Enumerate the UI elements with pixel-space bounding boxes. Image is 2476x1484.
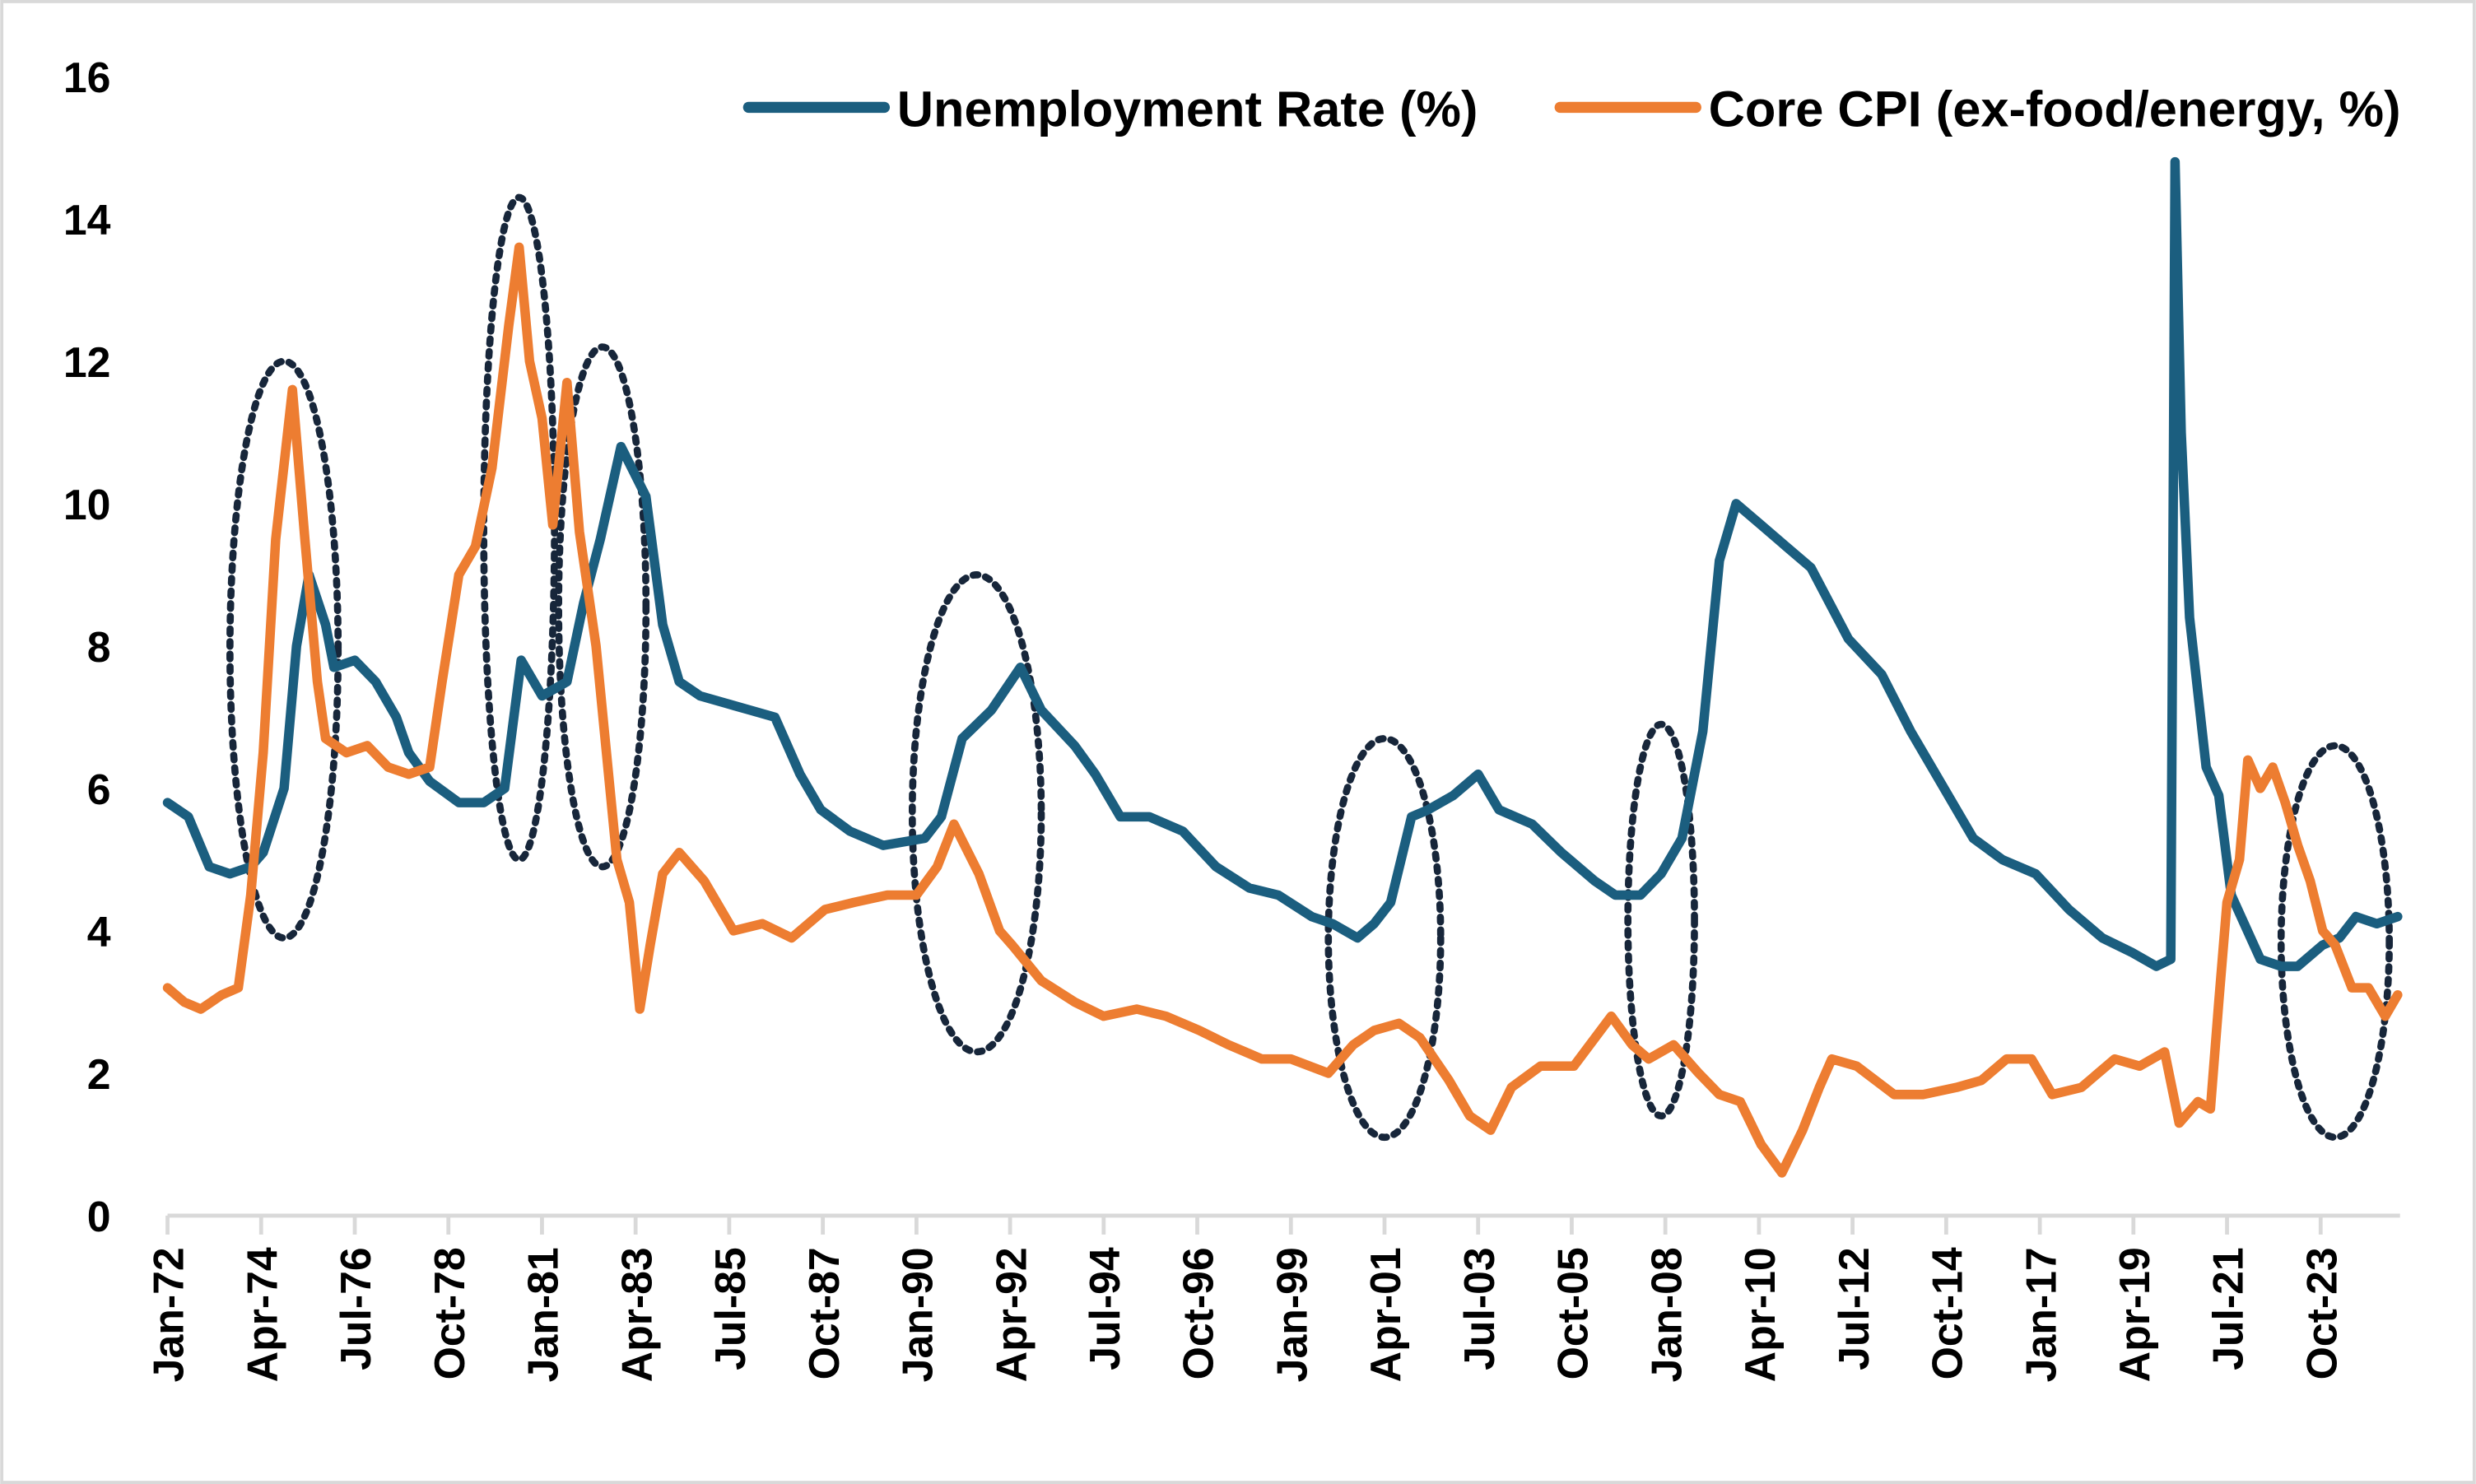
x-tick-label: Jan-99 [1268,1247,1315,1382]
x-tick-label: Oct-78 [426,1247,473,1379]
y-tick-label: 10 [63,481,111,528]
x-tick-label: Jan-17 [2017,1247,2064,1382]
x-tick-label: Jan-08 [1642,1247,1690,1382]
y-tick-label: 8 [87,623,111,671]
highlight-ellipse [226,357,342,942]
x-tick-label: Apr-74 [238,1247,286,1382]
legend-label-core-cpi: Core CPI (ex-food/energy, %) [1709,81,2401,137]
series-line-unemployment [162,156,2403,971]
legend: Unemployment Rate (%) Core CPI (ex-food/… [742,81,2401,137]
x-tick-label: Jan-72 [145,1247,193,1382]
y-tick-label: 14 [63,196,111,244]
x-tick-label: Jul-21 [2204,1247,2252,1370]
highlight-ellipse [1324,735,1445,1142]
x-tick-label: Apr-10 [1736,1247,1784,1382]
highlight-ellipse [908,571,1045,1056]
x-tick-label: Jul-94 [1081,1247,1129,1370]
x-tick-label: Jan-90 [894,1247,942,1382]
y-tick-label: 4 [87,908,111,956]
legend-label-unemployment: Unemployment Rate (%) [897,81,1478,137]
x-tick-label: Jul-85 [706,1247,754,1370]
highlight-ellipse [555,343,650,871]
x-tick-label: Jul-03 [1455,1247,1503,1370]
highlight-ellipse [1624,720,1698,1120]
x-tick-label: Oct-96 [1175,1247,1222,1379]
x-tick-label: Apr-83 [612,1247,660,1382]
y-tick-label: 16 [63,53,111,101]
x-tick-label: Oct-23 [2297,1247,2345,1379]
series-line-core-cpi [162,242,2403,1178]
x-tick-label: Oct-14 [1924,1247,1971,1379]
y-tick-label: 6 [87,765,111,813]
y-tick-label: 2 [87,1050,111,1098]
x-tick-label: Jul-76 [332,1247,379,1370]
x-tick-label: Apr-92 [987,1247,1035,1382]
legend-item-unemployment: Unemployment Rate (%) [742,81,1478,137]
legend-item-core-cpi: Core CPI (ex-food/energy, %) [1554,81,2401,137]
y-tick-label: 0 [87,1193,111,1240]
y-tick-label: 12 [63,338,111,386]
x-tick-label: Oct-87 [800,1247,848,1379]
x-tick-label: Apr-01 [1361,1247,1409,1382]
x-tick-label: Oct-05 [1549,1247,1597,1379]
x-tick-label: Apr-19 [2111,1247,2158,1382]
x-tick-label: Jul-12 [1830,1247,1878,1370]
x-tick-label: Jan-81 [519,1247,567,1382]
highlight-ellipse [2277,742,2393,1142]
